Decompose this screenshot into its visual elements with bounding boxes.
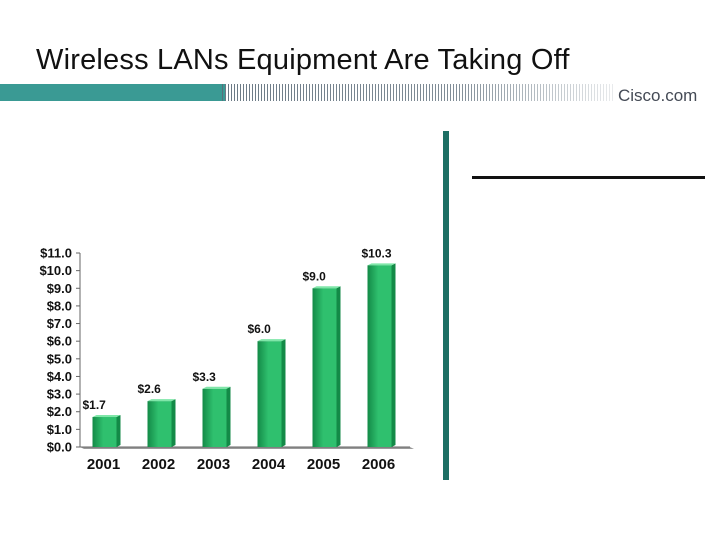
bar-top: [257, 339, 286, 342]
horizontal-rule: [472, 176, 705, 179]
header-accent-band: [0, 84, 225, 101]
bar-side: [171, 399, 176, 447]
bar-side: [116, 415, 121, 447]
bar-top: [147, 399, 176, 402]
bar: [257, 341, 282, 447]
data-label: $3.3: [193, 370, 217, 384]
bar-top: [367, 263, 396, 266]
vertical-divider: [443, 131, 449, 480]
data-label: $10.3: [362, 246, 392, 260]
data-label: $6.0: [248, 322, 272, 336]
y-tick-label: $3.0: [47, 387, 72, 402]
header-stripe-fade: [222, 84, 614, 101]
y-tick-label: $9.0: [47, 281, 72, 296]
x-tick-label: 2001: [87, 456, 120, 473]
y-tick-label: $10.0: [39, 263, 72, 278]
bar: [202, 388, 227, 447]
bar: [312, 288, 337, 447]
y-tick-label: $4.0: [47, 369, 72, 384]
bar: [92, 417, 117, 447]
bar-top: [202, 386, 231, 389]
x-tick-label: 2005: [307, 456, 340, 473]
x-tick-label: 2002: [142, 456, 175, 473]
y-tick-label: $2.0: [47, 404, 72, 419]
y-tick-label: $1.0: [47, 422, 72, 437]
y-tick-label: $0.0: [47, 440, 72, 455]
x-tick-label: 2006: [362, 456, 395, 473]
bar-side: [281, 339, 286, 447]
x-tick-label: 2003: [197, 456, 230, 473]
y-tick-label: $6.0: [47, 334, 72, 349]
bar-side: [336, 286, 341, 447]
cisco-logo: Cisco.com: [618, 86, 698, 105]
data-label: $2.6: [138, 382, 162, 396]
bar-side: [391, 263, 396, 447]
data-label: $9.0: [303, 269, 327, 283]
bar-top: [92, 415, 121, 418]
slide-title: Wireless LANs Equipment Are Taking Off: [36, 44, 570, 76]
bar: [367, 265, 392, 447]
y-tick-label: $8.0: [47, 298, 72, 313]
bar: [147, 401, 172, 447]
bar-side: [226, 386, 231, 447]
bar-top: [312, 286, 341, 289]
data-label: $1.7: [83, 398, 107, 412]
x-tick-label: 2004: [252, 456, 286, 473]
y-tick-label: $11.0: [40, 246, 72, 261]
y-tick-label: $5.0: [47, 351, 72, 366]
y-tick-label: $7.0: [47, 316, 72, 331]
